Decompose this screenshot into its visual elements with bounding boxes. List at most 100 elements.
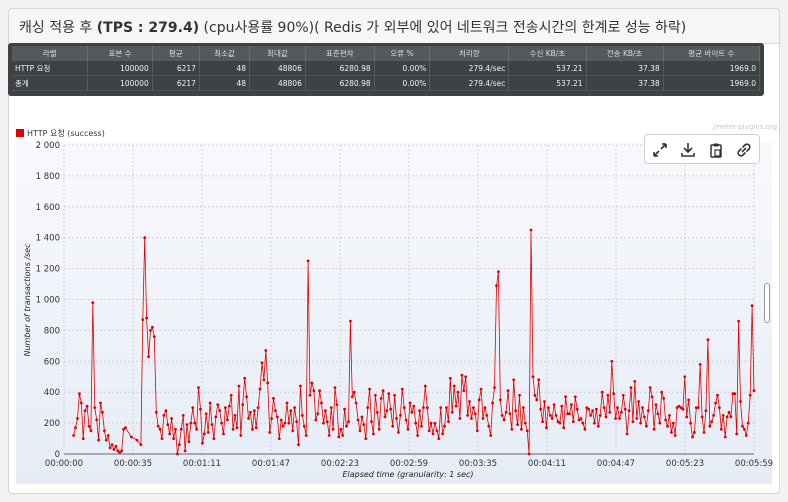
data-point — [433, 421, 437, 425]
data-point — [500, 414, 504, 417]
data-point — [710, 420, 714, 423]
data-point — [625, 432, 629, 436]
data-point — [706, 338, 710, 342]
table-cell: 100000 — [87, 61, 153, 76]
data-point — [412, 404, 416, 408]
y-tick-label: 1 800 — [36, 172, 60, 182]
table-cell: 279.4/sec — [429, 61, 510, 76]
data-point — [101, 410, 104, 414]
data-point — [550, 417, 554, 420]
column-header[interactable]: 표준편차 — [305, 46, 375, 61]
data-point — [358, 429, 362, 433]
column-header[interactable]: 오류 % — [374, 46, 431, 61]
data-point — [400, 387, 404, 391]
y-tick-label: 1 600 — [36, 203, 60, 213]
expand-icon[interactable] — [651, 141, 669, 159]
table-cell: 6280.98 — [305, 75, 375, 91]
data-point — [235, 426, 239, 430]
data-point — [491, 401, 494, 405]
data-point — [152, 335, 156, 338]
data-point — [546, 406, 550, 409]
data-point — [187, 440, 191, 443]
data-point — [168, 432, 172, 436]
data-point — [694, 406, 698, 409]
data-point — [212, 437, 216, 440]
data-point — [279, 418, 283, 422]
data-point — [673, 434, 677, 437]
data-point — [406, 427, 410, 431]
data-point — [525, 429, 529, 433]
y-tick-label: 1 400 — [36, 234, 60, 244]
column-header[interactable]: 평균 바이트 수 — [663, 46, 761, 61]
data-point — [151, 325, 154, 329]
column-header[interactable]: 표본 수 — [87, 46, 153, 61]
data-point — [633, 380, 637, 383]
data-point — [251, 427, 254, 431]
data-point — [149, 329, 152, 332]
data-point — [560, 404, 564, 408]
data-point — [274, 409, 277, 413]
x-tick-label: 00:03:35 — [459, 459, 497, 469]
data-point — [662, 397, 666, 400]
y-tick-label: 200 — [44, 419, 60, 429]
data-point — [660, 390, 664, 394]
data-point — [454, 404, 458, 408]
data-point — [160, 437, 164, 440]
data-point — [95, 418, 99, 422]
data-point — [329, 406, 333, 409]
data-point — [508, 412, 512, 416]
y-tick-label: 1 000 — [36, 296, 60, 306]
table-cell: 537.21 — [508, 61, 587, 76]
data-point — [443, 424, 446, 428]
data-point — [141, 318, 145, 321]
link-icon[interactable] — [735, 141, 753, 159]
data-point — [99, 401, 102, 405]
data-point — [422, 406, 425, 409]
data-point — [545, 426, 548, 430]
data-point — [535, 398, 539, 402]
column-header[interactable]: 라벨 — [12, 46, 89, 61]
clipboard-icon[interactable] — [707, 141, 725, 159]
column-header[interactable]: 수신 KB/초 — [508, 46, 587, 61]
table-cell: 100000 — [87, 75, 153, 91]
data-point — [377, 427, 381, 431]
data-point — [677, 404, 681, 408]
chart-legend[interactable]: HTTP 요청 (success) — [16, 128, 105, 139]
data-point — [447, 420, 450, 423]
data-point — [645, 424, 648, 428]
data-point — [85, 404, 89, 408]
data-point — [156, 424, 160, 428]
data-point — [643, 415, 646, 419]
data-point — [277, 437, 281, 440]
data-point — [693, 431, 696, 434]
x-tick-label: 00:00:35 — [114, 459, 152, 469]
data-point — [502, 418, 506, 422]
data-point — [360, 415, 364, 419]
data-point — [275, 415, 279, 419]
table-cell: 48 — [199, 61, 251, 76]
data-point — [416, 434, 419, 437]
data-point — [139, 443, 143, 447]
column-header[interactable]: 평균 — [152, 46, 200, 61]
data-point — [379, 397, 383, 400]
column-header[interactable]: 최대값 — [249, 46, 306, 61]
download-icon[interactable] — [679, 141, 697, 159]
table-cell: 279.4/sec — [429, 75, 510, 91]
plot-background — [16, 142, 772, 484]
data-point — [395, 417, 398, 420]
data-point — [302, 424, 306, 428]
data-point — [76, 417, 79, 420]
data-point — [370, 420, 373, 423]
column-header[interactable]: 최소값 — [199, 46, 251, 61]
data-point — [746, 421, 750, 425]
data-point — [322, 421, 325, 425]
column-header[interactable]: 전송 KB/초 — [586, 46, 664, 61]
data-point — [664, 418, 667, 422]
card-title: 캐싱 적용 후 (TPS : 279.4) (cpu사용률 90%)( Redi… — [19, 20, 687, 36]
data-point — [691, 435, 694, 439]
data-point — [748, 393, 752, 397]
column-header[interactable]: 처리량 — [429, 46, 510, 61]
table-cell: 1969.0 — [663, 61, 761, 76]
scrollbar-thumb[interactable] — [764, 283, 770, 323]
